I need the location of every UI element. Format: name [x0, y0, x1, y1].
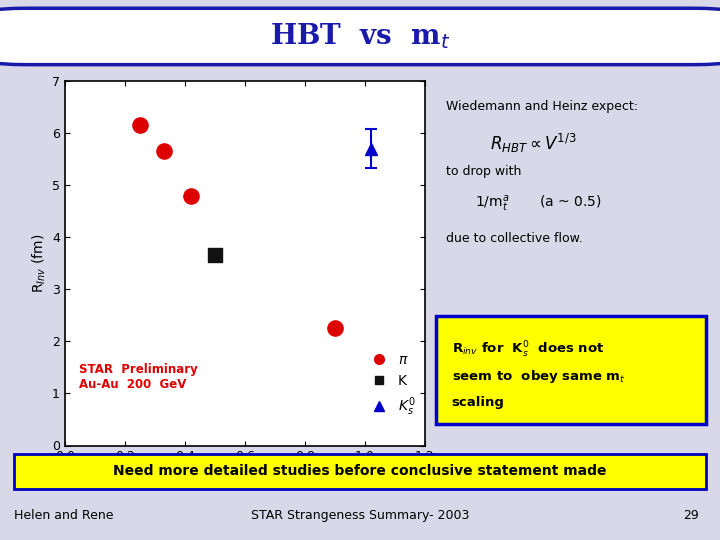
- Text: R$_{inv}$ for  K$^0_s$  does not: R$_{inv}$ for K$^0_s$ does not: [452, 340, 604, 360]
- Text: Need more detailed studies before conclusive statement made: Need more detailed studies before conclu…: [113, 464, 607, 478]
- Point: [185, 191, 197, 200]
- Text: STAR Strangeness Summary- 2003: STAR Strangeness Summary- 2003: [251, 509, 469, 522]
- Point: [209, 251, 220, 260]
- Text: to drop with: to drop with: [446, 165, 522, 178]
- Text: 29: 29: [683, 509, 698, 522]
- Legend: $\pi$, K, $K^0_s$: $\pi$, K, $K^0_s$: [363, 350, 418, 420]
- Text: $R_{HBT} \propto V^{1/3}$: $R_{HBT} \propto V^{1/3}$: [490, 132, 576, 156]
- Text: STAR  Preliminary
Au-Au  200  GeV: STAR Preliminary Au-Au 200 GeV: [79, 363, 198, 391]
- FancyBboxPatch shape: [0, 8, 720, 65]
- Point: [134, 121, 145, 130]
- Text: 1/m$^a_t$       (a ~ 0.5): 1/m$^a_t$ (a ~ 0.5): [475, 194, 602, 214]
- Point: [158, 147, 170, 156]
- Y-axis label: R$_{Inv}$ (fm): R$_{Inv}$ (fm): [30, 234, 48, 293]
- X-axis label: M$_t$  (GeV/c$^2$): M$_t$ (GeV/c$^2$): [202, 468, 287, 489]
- Text: Wiedemann and Heinz expect:: Wiedemann and Heinz expect:: [446, 100, 639, 113]
- Text: HBT  vs  m$_t$: HBT vs m$_t$: [270, 22, 450, 51]
- Point: [329, 324, 341, 333]
- Text: seem to  obey same m$_t$: seem to obey same m$_t$: [452, 368, 626, 384]
- Text: scaling: scaling: [452, 396, 505, 409]
- Text: due to collective flow.: due to collective flow.: [446, 232, 583, 245]
- Text: Helen and Rene: Helen and Rene: [14, 509, 114, 522]
